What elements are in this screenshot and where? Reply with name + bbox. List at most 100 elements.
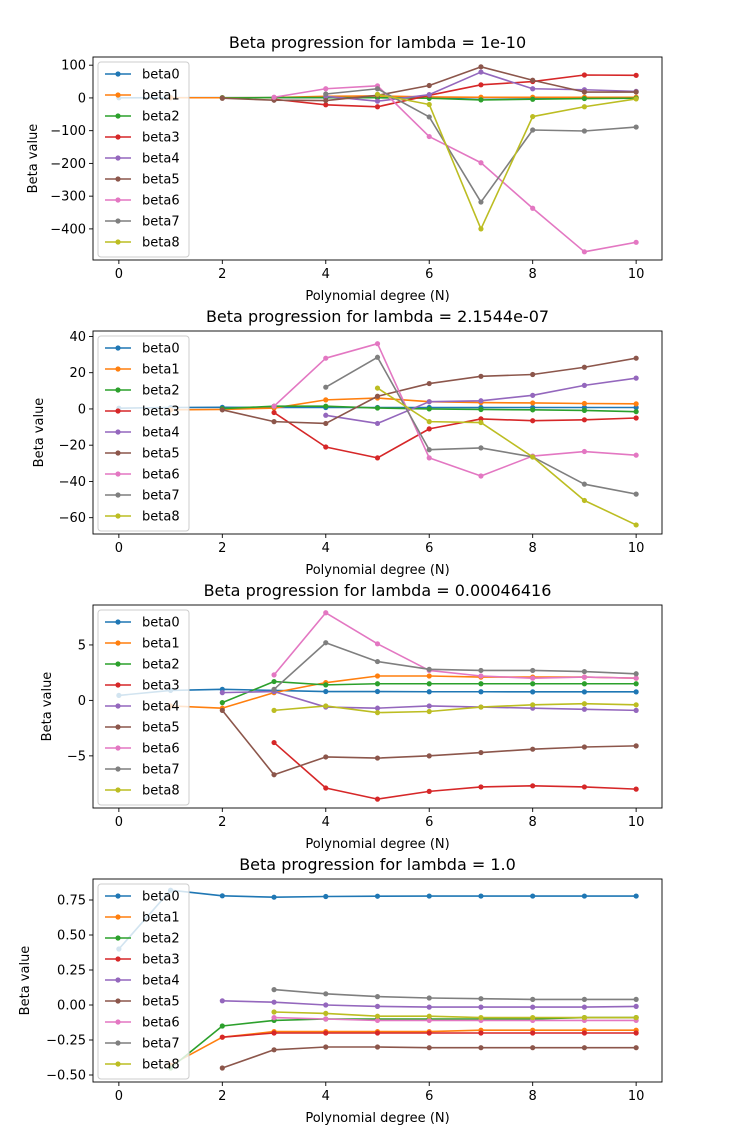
- data-point-beta0: [426, 893, 432, 899]
- legend-label-beta8: beta8: [142, 1058, 180, 1073]
- series-line-beta8: [377, 93, 637, 230]
- axes-frame: [92, 604, 663, 809]
- data-point-beta5: [426, 1045, 432, 1051]
- legend-label-beta3: beta3: [142, 953, 180, 968]
- data-point-beta3: [530, 783, 536, 789]
- legend-marker-beta1: [115, 914, 121, 920]
- subplot-4: Beta progression for lambda = 1.0 0 2 4 6 8 10…: [18, 855, 663, 1126]
- y-tick-label: 40: [69, 330, 86, 345]
- data-point-beta5: [478, 1045, 484, 1051]
- data-point-beta3: [633, 72, 639, 78]
- data-point-beta5: [219, 407, 225, 413]
- data-point-beta4: [323, 412, 329, 418]
- data-point-beta8: [426, 708, 432, 715]
- data-point-beta8: [271, 707, 277, 713]
- legend-label-beta1: beta1: [142, 637, 180, 652]
- series-beta3: [271, 739, 639, 802]
- data-point-beta7: [581, 668, 588, 675]
- legend-marker-beta8: [115, 239, 121, 245]
- legend-marker-beta6: [115, 471, 121, 477]
- legend-marker-beta4: [115, 977, 121, 983]
- data-point-beta3: [633, 786, 639, 792]
- data-point-beta7: [581, 996, 588, 1003]
- data-point-beta4: [323, 1002, 329, 1008]
- legend-label-beta3: beta3: [142, 405, 180, 420]
- y-tick-label: −300: [50, 190, 86, 205]
- data-point-beta7: [271, 987, 277, 993]
- data-point-beta5: [219, 707, 225, 713]
- data-point-beta2: [219, 700, 225, 706]
- data-point-beta4: [426, 1004, 432, 1010]
- x-tick-label: 4: [322, 1089, 330, 1104]
- axes-frame: [92, 56, 663, 261]
- data-point-beta6: [478, 473, 484, 479]
- x-tick-label: 2: [218, 541, 226, 556]
- y-tick-label: 20: [69, 366, 86, 381]
- data-point-beta4: [219, 998, 225, 1004]
- legend-label-beta0: beta0: [142, 616, 180, 631]
- series-line-beta6: [274, 1016, 637, 1022]
- y-axis-label: Beta value: [18, 946, 33, 1016]
- data-point-beta8: [581, 497, 588, 504]
- y-tick-label: 100: [61, 59, 86, 74]
- legend-marker-beta6: [115, 197, 121, 203]
- y-tick-label: −40: [59, 475, 86, 490]
- data-point-beta6: [374, 1017, 381, 1024]
- x-tick-label: 0: [115, 267, 123, 282]
- legend-label-beta0: beta0: [142, 890, 180, 905]
- data-point-beta5: [581, 1045, 588, 1051]
- data-point-beta6: [323, 1016, 329, 1022]
- subplot-2: Beta progression for lambda = 2.1544e-07…: [32, 307, 663, 578]
- x-tick-label: 8: [529, 815, 537, 830]
- data-point-beta5: [530, 746, 536, 752]
- data-point-beta7: [426, 447, 432, 453]
- data-point-beta5: [374, 393, 381, 399]
- x-tick-label: 2: [218, 815, 226, 830]
- legend-label-beta6: beta6: [142, 194, 180, 209]
- data-point-beta7: [581, 481, 588, 487]
- data-point-beta4: [633, 1003, 639, 1010]
- data-point-beta5: [219, 95, 225, 101]
- data-point-beta7: [478, 199, 484, 205]
- data-point-beta3: [530, 1030, 536, 1036]
- data-point-beta8: [581, 701, 588, 707]
- legend-marker-beta3: [115, 134, 121, 140]
- data-point-beta5: [633, 1045, 639, 1051]
- y-tick-label: 0.50: [57, 929, 86, 944]
- data-point-beta0: [581, 689, 588, 695]
- legend-marker-beta7: [115, 492, 121, 498]
- y-tick-label: −0.50: [46, 1069, 86, 1084]
- data-point-beta5: [530, 1045, 536, 1051]
- chart-title: Beta progression for lambda = 0.00046416: [204, 581, 552, 600]
- data-point-beta5: [271, 419, 277, 425]
- data-point-beta8: [478, 1015, 484, 1021]
- data-point-beta4: [478, 398, 484, 404]
- x-tick-label: 0: [115, 815, 123, 830]
- data-point-beta4: [374, 705, 381, 711]
- x-axis-label: Polynomial degree (N): [305, 837, 449, 852]
- axes-frame: [92, 878, 663, 1083]
- data-point-beta6: [581, 448, 588, 455]
- data-point-beta0: [633, 893, 639, 899]
- data-point-beta4: [271, 999, 277, 1005]
- series-line-beta6: [273, 85, 637, 253]
- data-point-beta5: [323, 420, 329, 427]
- data-point-beta6: [426, 133, 432, 140]
- data-point-beta4: [426, 703, 432, 709]
- x-tick-label: 10: [628, 541, 645, 556]
- data-point-beta2: [219, 1023, 225, 1029]
- y-tick-label: 0: [78, 91, 86, 106]
- legend-label-beta6: beta6: [142, 1016, 180, 1031]
- data-point-beta3: [374, 455, 381, 461]
- legend-label-beta5: beta5: [142, 447, 180, 462]
- legend-label-beta8: beta8: [142, 510, 180, 525]
- series-line-beta7: [273, 641, 637, 690]
- axes-frame: [92, 330, 663, 535]
- data-point-beta3: [478, 1030, 484, 1036]
- legend-label-beta1: beta1: [142, 911, 180, 926]
- series-beta0: [116, 686, 639, 699]
- data-point-beta5: [633, 355, 639, 361]
- data-point-beta3: [426, 788, 432, 794]
- series-line-beta6: [273, 611, 637, 680]
